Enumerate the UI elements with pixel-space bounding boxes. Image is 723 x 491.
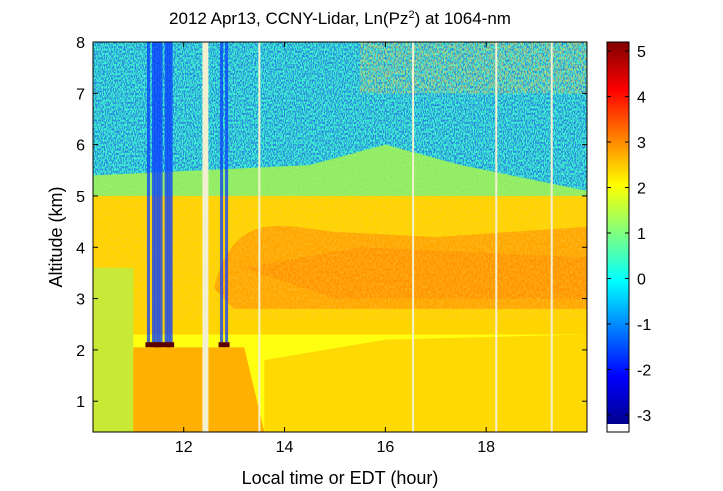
x-tick-label: 18	[477, 439, 495, 456]
data-gap	[412, 42, 415, 432]
colorbar-bottom-cell	[607, 424, 629, 432]
y-tick-label: 4	[76, 240, 85, 257]
chart-title: 2012 Apr13, CCNY-Lidar, Ln(Pz2) at 1064-…	[169, 9, 511, 28]
cloud-attenuation-column	[164, 42, 168, 343]
x-axis-label: Local time or EDT (hour)	[242, 468, 439, 488]
cloud-attenuation-column	[167, 42, 171, 343]
colorbar-gradient	[607, 42, 629, 424]
colorbar-tick-label: 3	[637, 135, 646, 152]
colorbar-tick-label: 4	[637, 90, 646, 107]
colorbar-tick-label: 0	[637, 271, 646, 288]
y-axis: 1 2 3 4 5 6 7 8	[76, 35, 587, 411]
cloud-attenuation-column	[225, 42, 229, 343]
data-gap	[258, 42, 261, 432]
low-left-clean-air	[93, 267, 134, 432]
data-gap	[495, 42, 498, 432]
y-tick-label: 3	[76, 292, 85, 309]
colorbar-tick-label: 5	[637, 44, 646, 61]
data-gap	[202, 42, 209, 432]
mixed-layer-morning	[133, 347, 265, 432]
cloud-echo	[158, 342, 165, 348]
upper-right-warm-texture	[360, 42, 587, 94]
cloud-echo	[218, 342, 225, 348]
y-axis-label: Altitude (km)	[46, 186, 66, 287]
cloud-attenuation-column	[154, 42, 158, 343]
y-tick-label: 7	[76, 86, 85, 103]
aerosol-texture	[93, 195, 587, 320]
heatmap-layers	[93, 42, 587, 432]
data-gap	[550, 42, 553, 432]
cloud-echo	[168, 342, 175, 348]
y-tick-label: 6	[76, 138, 85, 155]
y-tick-label: 2	[76, 343, 85, 360]
mixed-layer-afternoon	[264, 334, 587, 432]
x-tick-label: 14	[276, 439, 294, 456]
cloud-attenuation-column	[157, 42, 161, 343]
cloud-attenuation-column	[220, 42, 224, 343]
cloud-attenuation-column	[146, 42, 150, 343]
y-tick-label: 1	[76, 394, 85, 411]
y-tick-label: 8	[76, 35, 85, 52]
colorbar-axis: -3 -2 -1 0 1 2 3 4 5	[607, 44, 651, 425]
cloud-attenuation-column	[169, 42, 173, 343]
colorbar-tick-label: -3	[637, 408, 651, 425]
plot-frame	[92, 41, 588, 433]
colorbar-tick-label: -2	[637, 362, 651, 379]
x-axis: 12 14 16 18	[175, 42, 495, 456]
x-tick-label: 16	[376, 439, 394, 456]
plot-area	[93, 42, 587, 432]
y-tick-label: 5	[76, 189, 85, 206]
x-tick-label: 12	[175, 439, 193, 456]
cloud-attenuation-column	[151, 42, 155, 343]
colorbar: -3 -2 -1 0 1 2 3 4 5	[606, 41, 651, 433]
cloud-attenuation-column	[159, 42, 163, 343]
cloud-echo	[145, 342, 152, 348]
colorbar-frame	[606, 41, 630, 433]
colorbar-tick-label: 2	[637, 181, 646, 198]
colorbar-tick-label: 1	[637, 226, 646, 243]
cloud-echo	[223, 342, 230, 348]
colorbar-tick-label: -1	[637, 317, 651, 334]
